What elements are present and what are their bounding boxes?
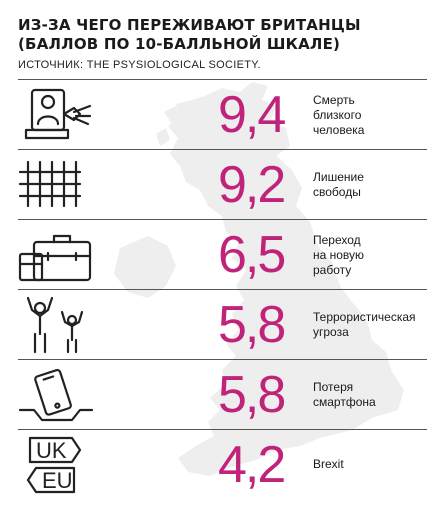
uk-eu-signs-icon: UK EU	[26, 436, 82, 494]
row-divider	[18, 359, 427, 360]
prison-bars-icon	[18, 160, 82, 208]
list-item: 6,5 Переход на новую работу	[0, 219, 445, 289]
row-label: Переход на новую работу	[313, 233, 365, 277]
funeral-portrait-icon	[24, 88, 92, 140]
row-label: Смерть близкого человека	[313, 93, 365, 137]
smartphone-falling-icon	[18, 368, 94, 422]
hands-up-people-icon	[26, 296, 84, 354]
row-label: Потеря смартфона	[313, 380, 376, 409]
value-figure: 5,8	[218, 366, 286, 424]
list-item: 9,4 Смерть близкого человека	[0, 79, 445, 149]
list-item: UK EU 4,2 Brexit	[0, 429, 445, 499]
row-divider	[18, 79, 427, 80]
row-label: Террористическая угроза	[313, 310, 416, 339]
row-label: Лишение свободы	[313, 170, 364, 199]
list-item: 5,8 Террористическая угроза	[0, 289, 445, 359]
row-divider	[18, 149, 427, 150]
row-divider	[18, 219, 427, 220]
uk-sign-text: UK	[36, 438, 67, 463]
value-figure: 6,5	[218, 226, 286, 284]
list-item: 5,8 Потеря смартфона	[0, 359, 445, 429]
source-note: ИСТОЧНИК: THE PSYSIOLOGICAL SOCIETY.	[18, 59, 261, 71]
value-figure: 5,8	[218, 296, 286, 354]
row-divider	[18, 289, 427, 290]
row-label: Brexit	[313, 457, 344, 471]
list-item: 9,2 Лишение свободы	[0, 149, 445, 219]
chart-title: ИЗ-ЗА ЧЕГО ПЕРЕЖИВАЮТ БРИТАНЦЫ (БАЛЛОВ П…	[18, 16, 361, 53]
value-figure: 4,2	[218, 436, 286, 494]
briefcases-icon	[18, 234, 92, 282]
value-figure: 9,4	[218, 86, 286, 144]
value-figure: 9,2	[218, 156, 286, 214]
eu-sign-text: EU	[42, 468, 73, 493]
row-divider	[18, 429, 427, 430]
